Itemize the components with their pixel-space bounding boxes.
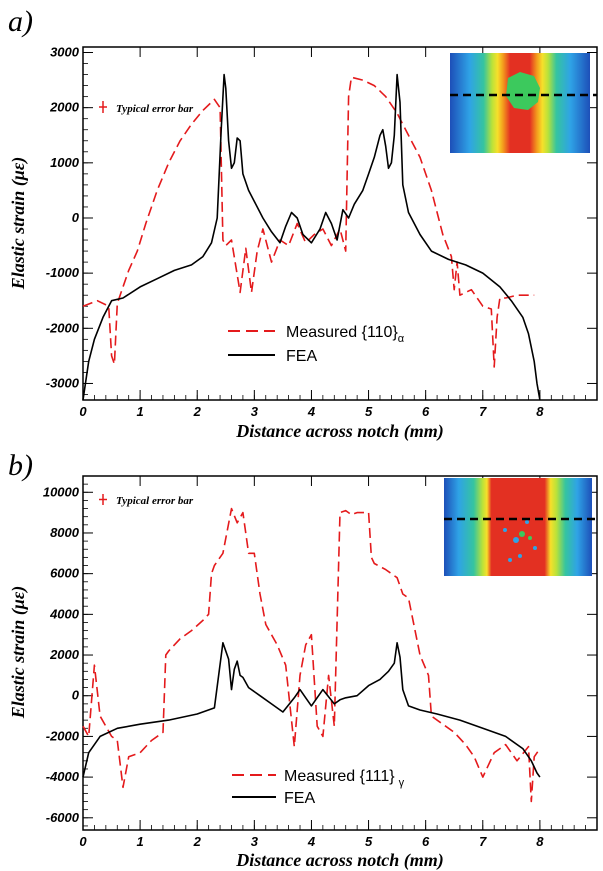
panel-a: a) 0 1 2 3 4 5 6 7 8 -3000 -2000 -1000 0 1000 2000 3000: [8, 5, 598, 442]
y-tick-label: 4000: [49, 606, 80, 621]
y-tick-label: 1000: [50, 155, 80, 170]
x-tick-label: 2: [193, 404, 202, 419]
x-axis-title-b: Distance across notch (mm): [235, 850, 444, 871]
inset-heatmap-b: [444, 478, 592, 576]
x-tick-label: 3: [251, 834, 259, 849]
x-tick-label: 6: [422, 404, 430, 419]
inset-speck: [503, 528, 507, 532]
x-tick-label: 2: [193, 834, 202, 849]
y-tick-label: 6000: [50, 566, 80, 581]
y-tick-label: 3000: [50, 45, 80, 60]
x-tick-label: 8: [536, 404, 544, 419]
axis-ticks-b: 0 1 2 3 4 5 6 7 8 -6000 -4000 -2000 0 2000 4000 6000 800…: [43, 475, 598, 849]
y-tick-label: -2000: [46, 728, 80, 743]
legend-a: Measured {110}α FEA: [228, 324, 405, 365]
series-line-measured: [82, 507, 541, 803]
y-tick-label: -6000: [46, 810, 80, 825]
inset-speck: [533, 546, 537, 550]
legend-label-measured-a: Measured {110}α: [286, 324, 405, 345]
series-line-fea: [82, 73, 541, 401]
y-tick-label: -1000: [46, 265, 80, 280]
error-bar-legend-b: Typical error bar: [99, 494, 194, 507]
y-tick-label: 10000: [43, 484, 80, 499]
x-tick-label: 7: [479, 834, 487, 849]
plot-frame-a: [82, 46, 598, 401]
inset-speck: [528, 536, 532, 540]
inset-speck: [518, 554, 522, 558]
inset-speck: [508, 558, 512, 562]
x-tick-label: 1: [136, 834, 143, 849]
x-tick-label: 5: [365, 834, 373, 849]
y-tick-label: 0: [72, 688, 80, 703]
x-tick-label: 3: [251, 404, 259, 419]
x-tick-label: 0: [79, 834, 87, 849]
legend-label-measured-b: Measured {111} γ: [284, 768, 405, 789]
y-tick-label: -2000: [46, 320, 80, 335]
legend-label-fea-b: FEA: [284, 790, 315, 807]
error-bar-label-b: Typical error bar: [116, 495, 194, 507]
panel-label-a: a): [8, 5, 33, 38]
inset-map-a: [450, 53, 597, 153]
plot-frame-b: [82, 475, 598, 831]
inset-map-b: [444, 478, 597, 576]
y-tick-label: 8000: [50, 525, 80, 540]
error-bar-legend-a: Typical error bar: [99, 101, 194, 115]
error-bar-label-a: Typical error bar: [116, 103, 194, 115]
legend-label-fea-a: FEA: [286, 348, 317, 365]
inset-speck: [519, 531, 525, 537]
x-tick-label: 5: [365, 404, 373, 419]
series-group-b: [82, 507, 541, 803]
y-tick-label: 2000: [49, 647, 80, 662]
y-tick-label: 0: [72, 210, 80, 225]
x-tick-label: 4: [307, 834, 316, 849]
x-tick-label: 0: [79, 404, 87, 419]
legend-b: Measured {111} γ FEA: [232, 768, 405, 807]
inset-speck: [513, 537, 519, 543]
y-tick-label: 2000: [49, 100, 80, 115]
series-line-fea: [82, 641, 541, 778]
y-axis-title-a: Elastic strain (με): [8, 157, 29, 290]
inset-speck: [525, 520, 529, 524]
y-tick-label: -3000: [46, 375, 80, 390]
panel-b: b) 0 1 2 3 4 5 6 7 8 -6000 -4000 -2000 0 2000 4000 6000…: [8, 449, 598, 871]
x-tick-label: 6: [422, 834, 430, 849]
series-group-a: [82, 73, 541, 401]
x-tick-label: 4: [307, 404, 316, 419]
series-line-measured: [82, 76, 535, 368]
x-tick-label: 7: [479, 404, 487, 419]
x-tick-label: 8: [536, 834, 544, 849]
y-tick-label: -4000: [46, 769, 80, 784]
y-axis-title-b: Elastic strain (με): [8, 586, 29, 719]
x-tick-label: 1: [136, 404, 143, 419]
panel-label-b: b): [8, 449, 33, 482]
x-axis-title-a: Distance across notch (mm): [235, 421, 444, 442]
inset-green-region-a: [506, 72, 540, 110]
